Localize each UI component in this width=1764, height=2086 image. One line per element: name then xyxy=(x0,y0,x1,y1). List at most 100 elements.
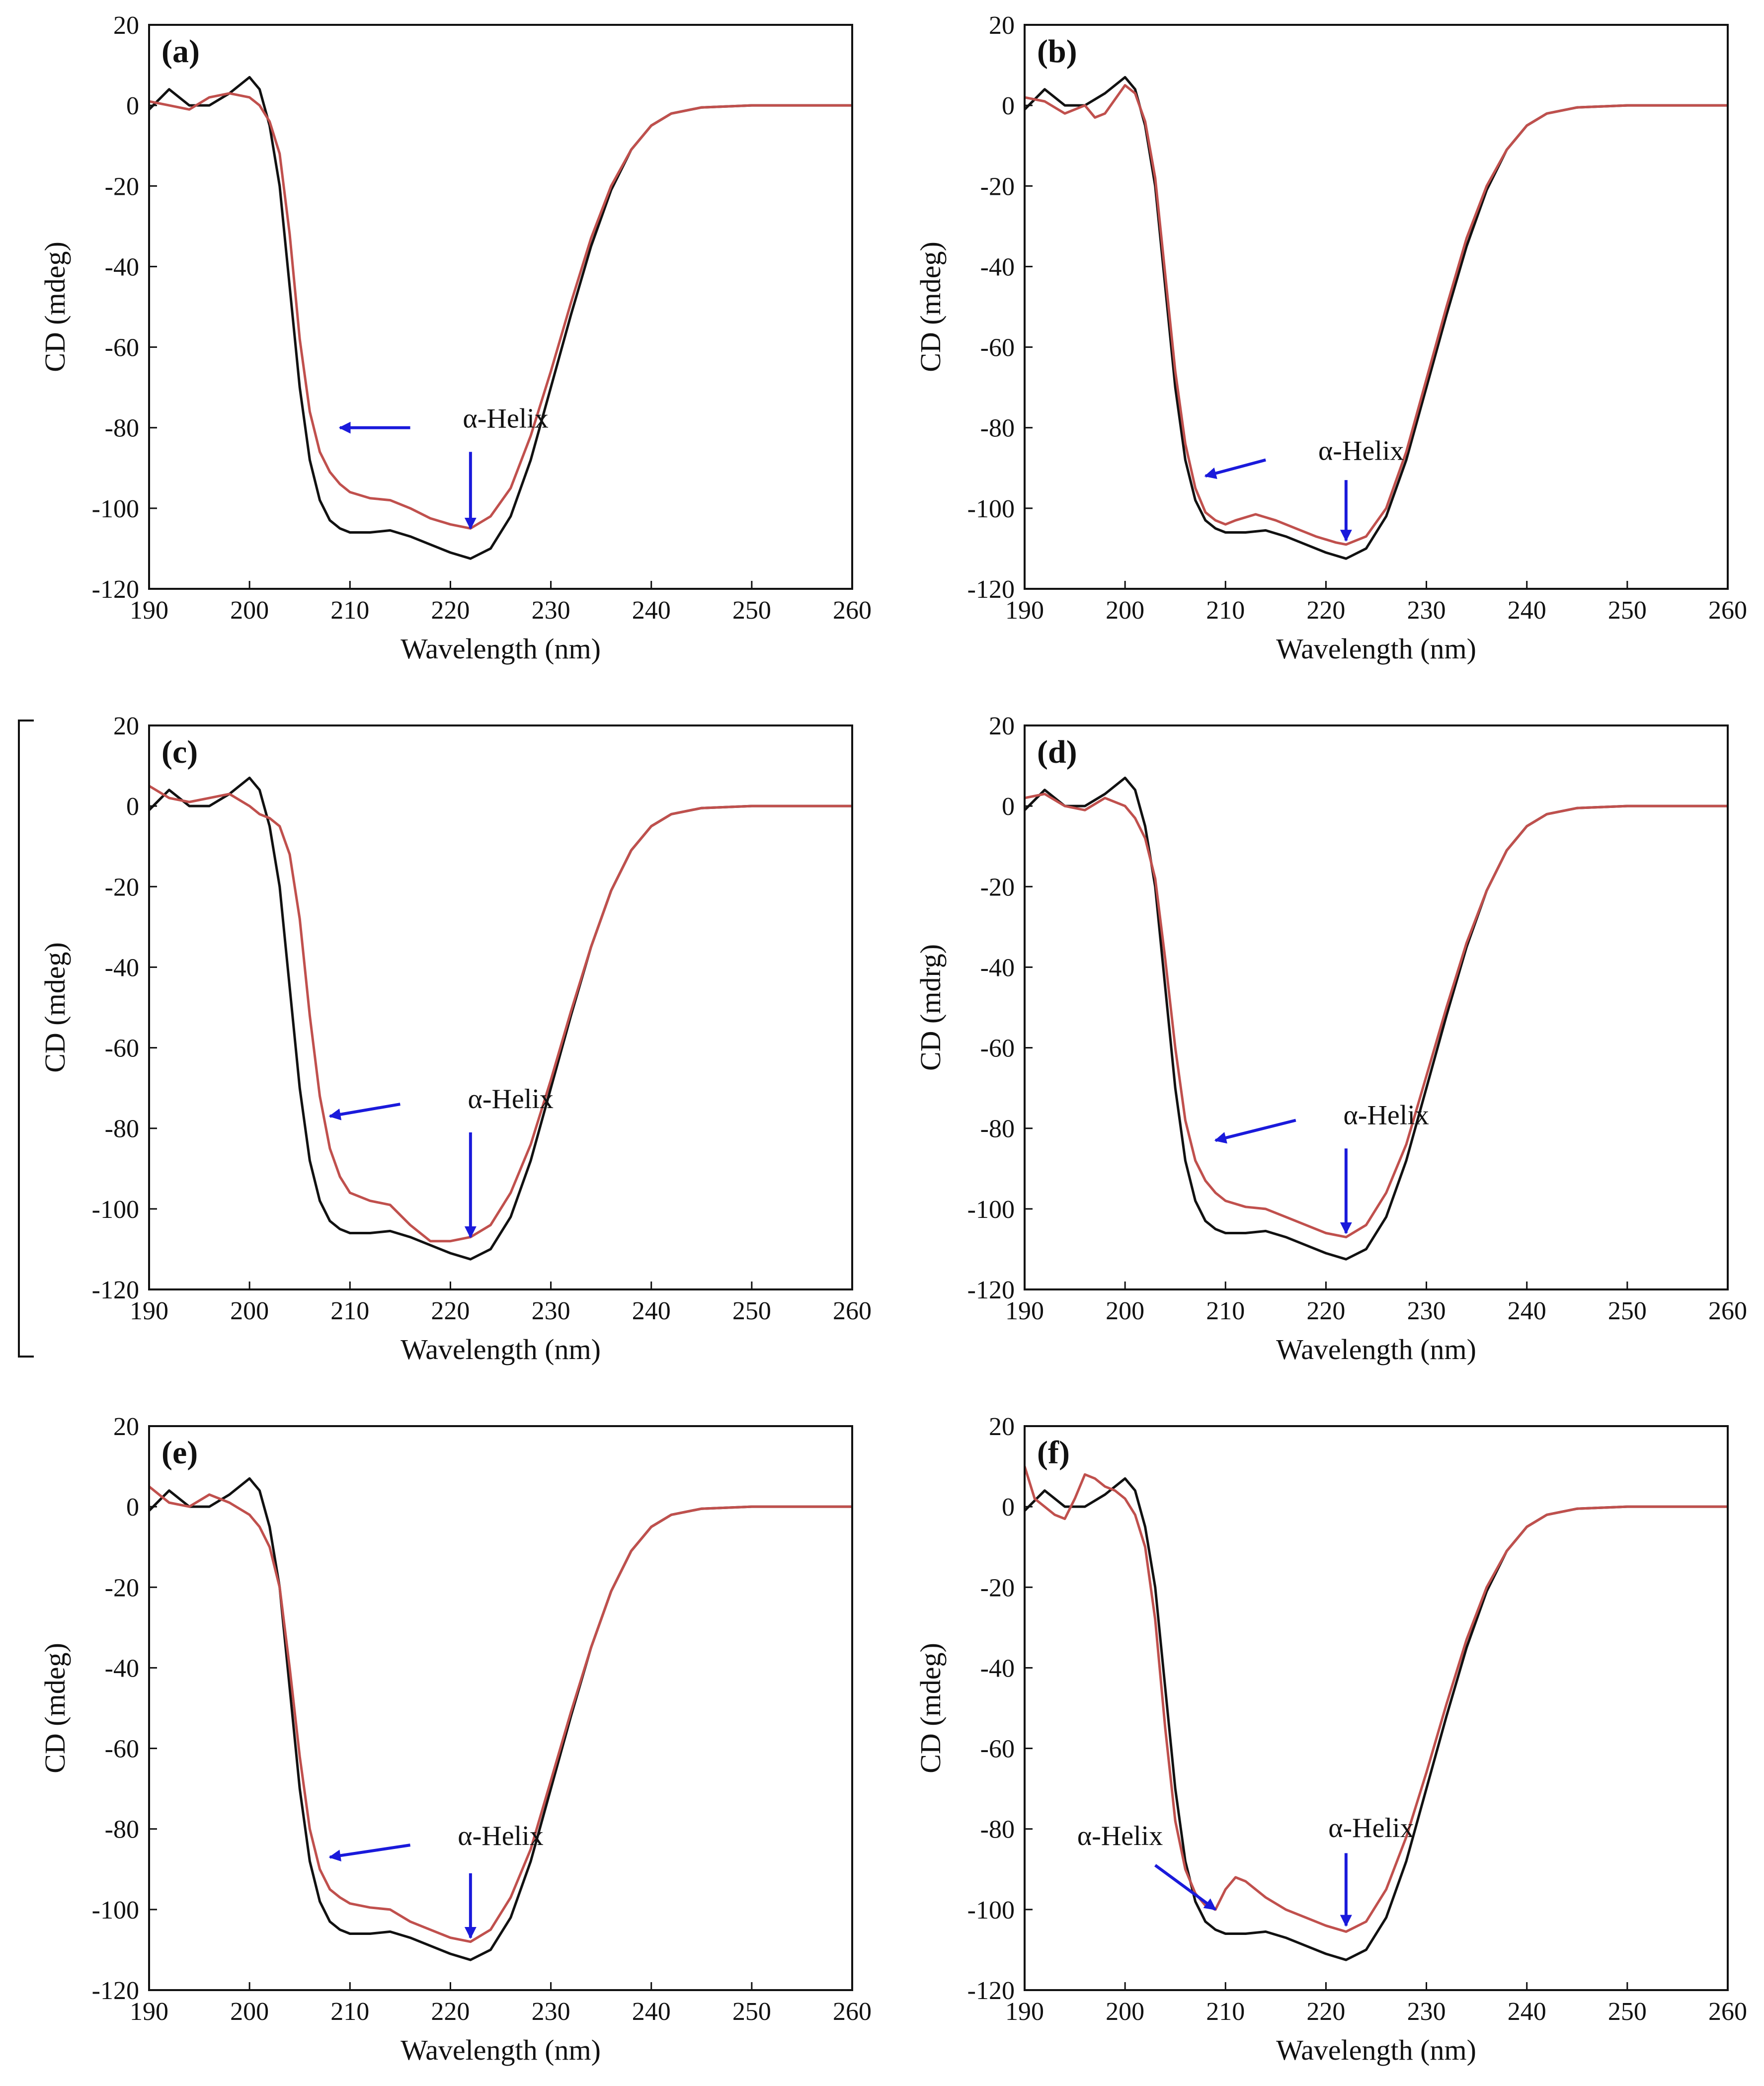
x-tick-label: 210 xyxy=(330,1998,369,2026)
annotation-label: α-Helix xyxy=(1077,1821,1163,1851)
y-tick-label: -20 xyxy=(105,1574,139,1602)
y-tick-label: -40 xyxy=(105,954,139,982)
y-tick-label: -40 xyxy=(980,1654,1015,1683)
panel-label: (a) xyxy=(161,33,200,70)
y-tick-label: -120 xyxy=(92,1276,139,1304)
annotation-label: α-Helix xyxy=(458,1821,543,1851)
x-tick-label: 220 xyxy=(1306,1297,1345,1325)
series-line-treated xyxy=(1025,1465,1728,1933)
x-tick-label: 230 xyxy=(1407,1998,1446,2026)
y-tick-label: -100 xyxy=(92,495,139,523)
x-tick-label: 240 xyxy=(632,596,671,625)
y-tick-label: 0 xyxy=(126,793,139,821)
x-tick-label: 240 xyxy=(1508,596,1546,625)
y-tick-label: -80 xyxy=(105,1816,139,1844)
x-tick-label: 250 xyxy=(1608,1297,1647,1325)
plot-frame xyxy=(1024,724,1729,1290)
x-tick-label: 220 xyxy=(1306,1998,1345,2026)
series-line-control xyxy=(1025,776,1728,1261)
y-tick-label: -100 xyxy=(967,1196,1015,1224)
x-tick-label: 210 xyxy=(1206,596,1245,625)
series-group xyxy=(1025,76,1728,560)
panel-label: (d) xyxy=(1037,734,1077,770)
y-axis-title: CD (mdeg) xyxy=(39,241,71,372)
x-tick-label: 200 xyxy=(230,1297,269,1325)
x-axis-title: Wavelength (nm) xyxy=(401,2034,601,2066)
x-tick-label: 230 xyxy=(532,596,570,625)
chart-panel: 190 200 210 220 230 240 250 260200-20-40-60-80-… xyxy=(914,11,1747,665)
x-tick-label: 260 xyxy=(1708,1998,1747,2026)
series-line-treated xyxy=(149,1485,852,1943)
x-tick-label: 230 xyxy=(532,1297,570,1325)
y-tick-label: -20 xyxy=(105,172,139,201)
x-tick-label: 250 xyxy=(1608,1998,1647,2026)
y-tick-label: -40 xyxy=(980,253,1015,281)
series-line-control xyxy=(1025,76,1728,560)
plot-frame xyxy=(148,24,853,590)
y-tick-label: -120 xyxy=(92,1977,139,2005)
y-tick-label: -80 xyxy=(980,1816,1015,1844)
y-tick-label: -20 xyxy=(980,1574,1015,1602)
chart-panel: 190 200 210 220 230 240 250 260200-20-40-60-80-… xyxy=(914,1413,1747,2066)
y-tick-label: -100 xyxy=(967,495,1015,523)
y-tick-label: -60 xyxy=(105,1735,139,1764)
y-tick-label: -20 xyxy=(105,873,139,901)
y-tick-label: 0 xyxy=(1002,92,1015,120)
y-tick-label: -40 xyxy=(105,1654,139,1683)
annotation-label: α-Helix xyxy=(1344,1100,1429,1131)
y-tick-label: 0 xyxy=(1002,1493,1015,1522)
series-line-treated xyxy=(149,785,852,1243)
annotation-label: α-Helix xyxy=(1328,1813,1414,1844)
series-line-treated xyxy=(1025,793,1728,1239)
annotation-arrow xyxy=(328,1844,411,1862)
series-line-control xyxy=(149,776,852,1261)
series-line-control xyxy=(1025,1477,1728,1961)
y-axis-title: CD (mdeg) xyxy=(914,241,947,372)
y-tick-label: 20 xyxy=(113,11,139,40)
x-tick-label: 190 xyxy=(1005,1998,1044,2026)
x-tick-label: 250 xyxy=(732,1297,771,1325)
x-tick-label: 200 xyxy=(1106,596,1144,625)
plot-frame xyxy=(1024,1425,1729,1991)
y-tick-label: -40 xyxy=(105,253,139,281)
y-axis-title: CD (mdeg) xyxy=(39,942,71,1073)
y-tick-label: 0 xyxy=(126,1493,139,1522)
x-tick-label: 240 xyxy=(1508,1297,1546,1325)
x-tick-label: 220 xyxy=(1306,596,1345,625)
series-line-treated xyxy=(1025,84,1728,546)
x-tick-label: 200 xyxy=(230,596,269,625)
x-tick-label: 260 xyxy=(833,596,872,625)
y-tick-label: -60 xyxy=(980,1035,1015,1063)
y-tick-label: -20 xyxy=(980,873,1015,901)
panel-label: (e) xyxy=(161,1435,198,1471)
y-tick-label: 0 xyxy=(1002,793,1015,821)
chart-panel: 190 200 210 220 230 240 250 260200-20-40-60-80-… xyxy=(39,1413,872,2066)
x-tick-label: 240 xyxy=(632,1998,671,2026)
y-tick-label: 0 xyxy=(126,92,139,120)
x-tick-label: 210 xyxy=(1206,1297,1245,1325)
series-group xyxy=(149,76,852,560)
panel-label: (c) xyxy=(161,734,198,770)
x-tick-label: 190 xyxy=(1005,596,1044,625)
x-tick-label: 260 xyxy=(833,1297,872,1325)
x-tick-label: 200 xyxy=(1106,1998,1144,2026)
x-tick-label: 250 xyxy=(732,596,771,625)
y-tick-label: 20 xyxy=(113,712,139,740)
x-tick-label: 210 xyxy=(1206,1998,1245,2026)
x-tick-label: 250 xyxy=(732,1998,771,2026)
x-tick-label: 260 xyxy=(1708,596,1747,625)
y-axis-title: CD (mdeg) xyxy=(39,1643,71,1773)
y-tick-label: 20 xyxy=(989,11,1015,40)
x-tick-label: 210 xyxy=(330,596,369,625)
series-group xyxy=(1025,1465,1728,1961)
series-group xyxy=(1025,776,1728,1261)
series-line-control xyxy=(149,1477,852,1961)
y-tick-label: -80 xyxy=(105,414,139,443)
y-tick-label: 20 xyxy=(989,712,1015,740)
x-tick-label: 210 xyxy=(330,1297,369,1325)
x-axis-title: Wavelength (nm) xyxy=(1276,2034,1476,2066)
y-tick-label: -100 xyxy=(967,1896,1015,1925)
y-tick-label: -80 xyxy=(980,1115,1015,1143)
series-line-treated xyxy=(149,92,852,530)
